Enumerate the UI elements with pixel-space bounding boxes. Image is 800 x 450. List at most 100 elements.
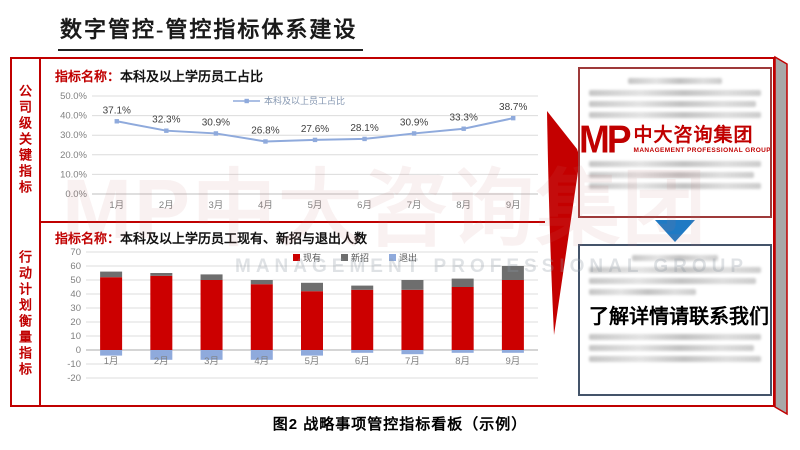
bar-segment-退出 [301,350,323,356]
bar-segment-现有 [200,280,223,350]
bar-segment-新招 [301,282,323,292]
redacted-text-line [589,183,761,190]
redacted-text-line [632,255,718,261]
x-tick-label: 6月 [355,356,370,367]
line-point [411,131,417,136]
x-tick-label: 7月 [407,200,422,211]
y-tick-label: 10.0% [60,169,87,180]
y-tick-label: 10 [70,331,81,342]
indicator-name-label: 指标名称： [55,231,121,246]
indicator-name-value: 本科及以上学历员工现有、新招与退出人数 [120,231,368,246]
redacted-text-line [589,101,756,107]
x-tick-label: 7月 [405,356,420,367]
sidebar-label-company: 公司级关键指标 [17,84,32,196]
bar-segment-现有 [150,275,173,350]
bar-segment-退出 [100,350,123,356]
bar-segment-退出 [250,350,273,360]
data-label: 26.8% [251,125,279,136]
x-tick-label: 1月 [104,356,119,367]
data-label: 33.3% [449,113,477,124]
y-tick-label: 40 [70,289,81,300]
legend-marker [244,98,249,104]
legend-label: 新招 [351,252,369,263]
y-tick-label: 70 [70,247,81,258]
y-tick-label: 0.0% [65,189,87,200]
y-tick-label: 60 [70,261,81,272]
bar-segment-新招 [150,273,173,276]
y-tick-label: 50 [70,275,81,286]
redacted-text-line [589,112,761,118]
redacted-text-line [589,356,761,362]
company-logo: MP 中大咨询集团 MANAGEMENT PROFESSIONAL GROUP [580,120,770,159]
bar-segment-现有 [351,289,374,350]
x-tick-label: 2月 [159,200,174,211]
data-label: 30.9% [202,117,230,128]
line-point [312,137,318,143]
redacted-text-line [589,90,761,96]
bar-segment-新招 [250,280,273,285]
frame-3d-edge [774,55,788,416]
legend-label: 本科及以上员工占比 [264,95,345,106]
bar-segment-现有 [401,289,424,350]
bar-segment-新招 [200,274,223,280]
y-tick-label: 20.0% [60,150,87,161]
y-tick-label: -10 [67,359,81,370]
legend-label: 现有 [303,252,321,263]
line-point [511,115,516,121]
data-label: 30.9% [400,117,428,128]
bar-chart-header: 指标名称：本科及以上学历员工现有、新招与退出人数 [55,228,367,247]
bar-segment-退出 [501,350,524,353]
logo-text: 中大咨询集团 MANAGEMENT PROFESSIONAL GROUP [633,125,772,154]
redacted-text-line [589,161,761,168]
bar-segment-现有 [501,280,524,350]
bar-segment-退出 [451,350,474,353]
logo-subtitle: MANAGEMENT PROFESSIONAL GROUP [633,146,772,154]
data-label: 38.7% [499,102,527,113]
data-label: 27.6% [301,124,329,135]
logo-panel: MP 中大咨询集团 MANAGEMENT PROFESSIONAL GROUP [578,67,772,218]
redacted-text-line [589,278,756,284]
line-point [263,139,268,144]
bar-segment-退出 [150,350,173,360]
down-arrow-icon [655,220,695,242]
bar-segment-现有 [301,291,323,350]
redacted-text-line [589,289,696,295]
x-tick-label: 9月 [506,200,521,211]
red-arrow-shape [547,111,580,335]
sidebar-label-action: 行动计划衡量指标 [17,250,32,378]
sidebar-section-action: 行动计划衡量指标 [10,223,39,405]
bar-segment-新招 [501,266,524,280]
page-title: 数字管控-管控指标体系建设 [58,12,364,51]
bar-segment-现有 [250,284,273,350]
contact-text: 了解详情请联系我们 [589,306,769,328]
x-tick-label: 6月 [357,200,372,211]
line-point [114,119,119,124]
x-tick-label: 5月 [305,356,320,367]
x-tick-label: 4月 [258,200,273,211]
line-point [213,131,219,136]
bar-segment-现有 [451,287,474,350]
redacted-text-line [589,172,755,179]
bar-segment-退出 [401,350,424,355]
sidebar-section-company: 公司级关键指标 [10,59,39,221]
x-tick-label: 8月 [456,200,471,211]
indicator-name-value: 本科及以上学历员工占比 [120,69,264,84]
x-tick-label: 4月 [254,356,269,367]
indicator-name-label: 指标名称： [55,69,121,84]
x-tick-label: 9月 [505,356,520,367]
bar-segment-现有 [100,277,123,350]
y-tick-label: 20 [70,317,81,328]
x-tick-label: 8月 [455,356,470,367]
redacted-text-line [589,334,761,340]
data-label: 32.3% [152,115,180,126]
legend-swatch [341,254,348,261]
data-label: 37.1% [103,105,131,116]
y-tick-label: 30.0% [60,130,87,141]
figure-caption: 图2 战略事项管控指标看板（示例） [272,416,528,433]
bar-segment-新招 [351,285,374,290]
x-tick-label: 3月 [204,356,219,367]
y-tick-label: -20 [67,373,81,384]
y-tick-label: 40.0% [60,111,87,122]
line-chart: 0.0% 10.0% 20.0% 30.0% 40.0% 50.0% 37.1% 1月 32.3… [48,86,544,218]
